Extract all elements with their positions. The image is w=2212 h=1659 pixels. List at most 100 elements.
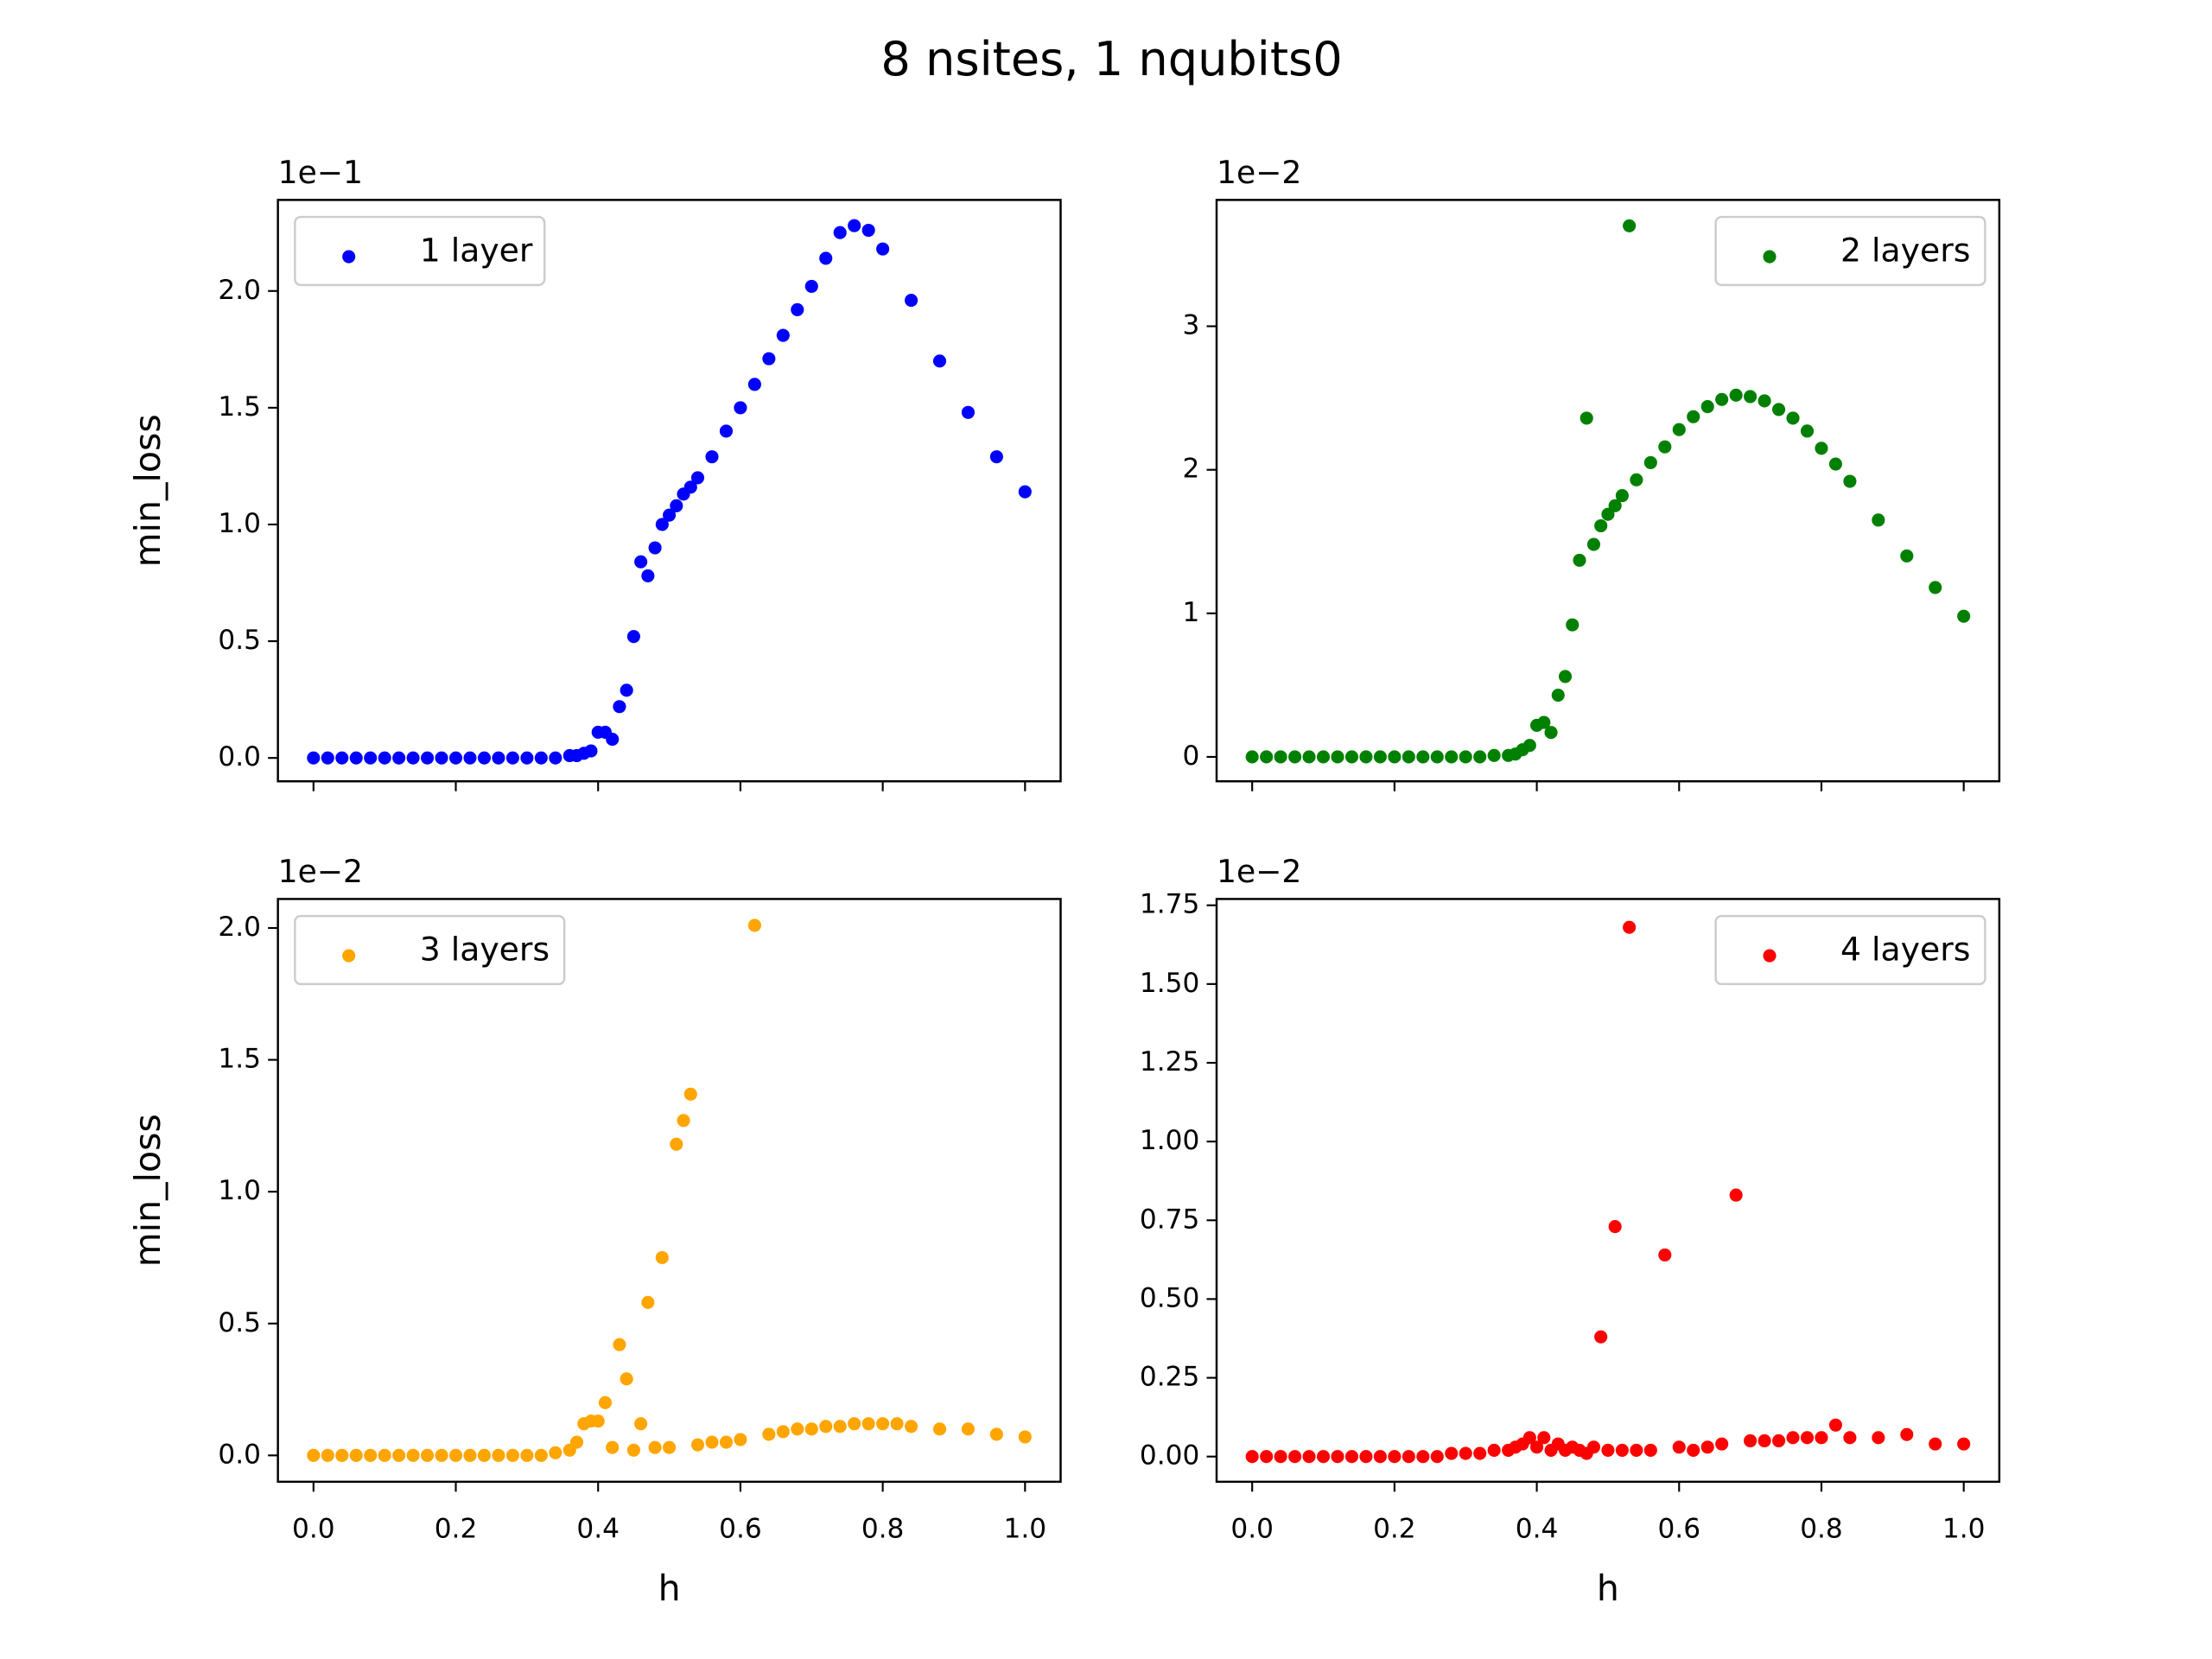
point xyxy=(1929,1437,1942,1451)
point xyxy=(648,1440,662,1454)
point xyxy=(747,378,761,391)
point xyxy=(989,450,1003,464)
point xyxy=(1558,670,1573,683)
y-tick-label: 0.0 xyxy=(218,1439,261,1470)
point xyxy=(634,1417,648,1431)
point xyxy=(747,918,761,932)
point xyxy=(1487,1443,1501,1457)
point xyxy=(1373,750,1387,764)
point xyxy=(1687,1443,1700,1457)
point xyxy=(1430,750,1444,764)
point xyxy=(1537,1431,1551,1445)
point xyxy=(1828,457,1842,471)
point xyxy=(705,450,719,464)
axes-frame xyxy=(1215,199,2001,783)
point xyxy=(1744,390,1758,404)
point xyxy=(762,352,776,365)
point xyxy=(1700,1440,1714,1454)
point xyxy=(690,1438,705,1452)
point xyxy=(1473,750,1487,764)
y-tick-label: 1.00 xyxy=(1140,1125,1199,1156)
legend-label: 4 layers xyxy=(1840,931,1970,969)
point xyxy=(1601,507,1615,521)
point xyxy=(1260,750,1274,764)
y-tick-label: 1.5 xyxy=(218,391,261,423)
point xyxy=(549,1446,563,1459)
y-tick-label: 1.0 xyxy=(218,508,261,539)
point xyxy=(791,302,804,316)
point xyxy=(1274,1450,1287,1464)
offset-text: 1e−2 xyxy=(1217,853,1301,890)
point xyxy=(421,1448,435,1462)
point xyxy=(406,1448,420,1462)
point xyxy=(349,751,363,765)
point xyxy=(1416,1450,1430,1464)
axes-frame xyxy=(276,898,1062,1484)
y-tick-label: 1.25 xyxy=(1140,1046,1199,1077)
point xyxy=(1530,1440,1544,1454)
point xyxy=(1522,1431,1536,1445)
point xyxy=(477,1448,492,1462)
point xyxy=(1623,219,1637,232)
x-tick-label: 0.4 xyxy=(576,1514,620,1545)
x-tick-label: 0.2 xyxy=(1373,1514,1416,1545)
point xyxy=(1601,1443,1615,1457)
point xyxy=(1772,403,1786,416)
point xyxy=(321,1448,334,1462)
point xyxy=(705,1435,719,1449)
point xyxy=(776,328,790,342)
point xyxy=(1744,1433,1758,1448)
point xyxy=(1586,1440,1601,1454)
point xyxy=(1359,1450,1373,1464)
point xyxy=(435,1448,448,1462)
point xyxy=(1445,1446,1459,1460)
point xyxy=(1900,1427,1914,1441)
point xyxy=(1772,1433,1786,1448)
point xyxy=(1018,485,1032,499)
y-tick-label: 0.0 xyxy=(218,741,261,772)
point xyxy=(1302,750,1316,764)
point xyxy=(961,1422,975,1436)
y-tick-label: 1.5 xyxy=(218,1044,261,1075)
point xyxy=(1594,1330,1608,1344)
point xyxy=(626,630,640,644)
point xyxy=(1786,1431,1800,1445)
point xyxy=(1430,1450,1444,1464)
x-tick-label: 1.0 xyxy=(1942,1514,1986,1545)
point xyxy=(1316,750,1331,764)
point xyxy=(549,751,563,765)
point xyxy=(307,1448,321,1462)
point xyxy=(505,1448,519,1462)
point xyxy=(1274,750,1287,764)
legend-label: 2 layers xyxy=(1840,232,1970,270)
point xyxy=(620,683,633,697)
subplot: 0.00 0.25 0.50 0.75 1.00 1.25 1.50 1.75 0.0 0.2 0.… xyxy=(1140,853,2001,1609)
point xyxy=(1288,750,1302,764)
point xyxy=(1473,1446,1487,1460)
point xyxy=(505,751,519,765)
point xyxy=(534,1448,548,1462)
point xyxy=(378,751,391,765)
point xyxy=(520,1448,534,1462)
point xyxy=(378,1448,391,1462)
x-tick-label: 0.6 xyxy=(1657,1514,1700,1545)
point xyxy=(569,1435,584,1449)
point xyxy=(534,751,548,765)
point xyxy=(734,1433,747,1446)
legend-marker xyxy=(1763,949,1777,963)
point xyxy=(1331,1450,1344,1464)
point xyxy=(1316,1450,1331,1464)
point xyxy=(1018,1430,1032,1444)
point xyxy=(833,226,847,239)
point xyxy=(819,1420,833,1433)
point xyxy=(1615,489,1629,503)
x-axis-label: h xyxy=(658,1567,681,1609)
point xyxy=(1459,750,1472,764)
point xyxy=(876,242,890,256)
point xyxy=(819,251,833,265)
legend-box xyxy=(1714,215,1986,287)
point xyxy=(406,751,420,765)
y-tick-label: 0.5 xyxy=(218,1307,261,1338)
point xyxy=(1344,1450,1359,1464)
